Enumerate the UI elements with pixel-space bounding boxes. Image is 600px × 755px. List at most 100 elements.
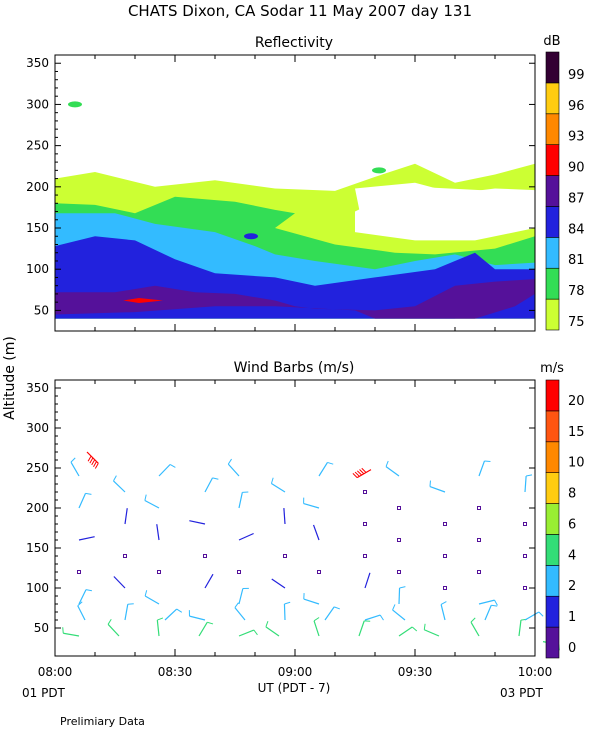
- colorbar-label: 75: [568, 315, 585, 330]
- barb-feather: [170, 464, 175, 467]
- barb-feather: [86, 590, 92, 591]
- barb-staff: [71, 462, 79, 476]
- wind-barb: [124, 555, 127, 558]
- wind-barb: [87, 452, 98, 469]
- barb-feather: [491, 605, 497, 606]
- barb-feather: [235, 603, 239, 608]
- wind-barb: [444, 587, 447, 590]
- barb-staff: [319, 462, 327, 476]
- barb-staff: [145, 500, 159, 508]
- colorbar-segment: [546, 596, 559, 627]
- colorbar-segment: [546, 442, 559, 473]
- barb-feather: [86, 493, 92, 494]
- wind-barb: [125, 604, 134, 620]
- barb-staff: [272, 579, 285, 588]
- barb-feather: [441, 602, 446, 605]
- wind-barb: [399, 587, 405, 604]
- barb-feather: [177, 609, 182, 612]
- wind-barb: [364, 555, 367, 558]
- barb-staff: [441, 604, 445, 620]
- barb-staff: [479, 600, 495, 604]
- wind-barb: [239, 492, 248, 508]
- contour-island: [244, 233, 258, 239]
- y-tick-label: 150: [26, 221, 49, 235]
- barb-staff: [189, 616, 205, 620]
- barb-feather: [71, 458, 75, 462]
- y-tick-label: 50: [34, 621, 49, 635]
- wind-barb: [204, 555, 207, 558]
- x-tick-label: 08:00: [38, 665, 73, 679]
- barb-feather: [284, 602, 290, 604]
- calm-marker: [398, 539, 401, 542]
- colorbar-segment: [546, 380, 559, 411]
- barb-feather: [484, 461, 490, 462]
- barb-feather: [63, 627, 64, 633]
- colorbar-label: 87: [568, 191, 585, 206]
- barb-staff: [145, 596, 159, 604]
- barb-feather: [526, 475, 532, 476]
- y-tick-label: 200: [26, 501, 49, 515]
- barb-feather: [314, 618, 319, 621]
- barb-staff: [108, 624, 119, 636]
- barb-staff: [228, 464, 239, 476]
- wind-barb: [158, 571, 161, 574]
- wind-barb: [145, 590, 159, 604]
- wind-frame: [55, 380, 535, 656]
- wind-barb: [479, 600, 497, 605]
- calm-marker: [78, 571, 81, 574]
- calm-marker: [364, 523, 367, 526]
- barb-staff: [479, 461, 484, 476]
- wind-barb: [199, 622, 213, 636]
- colorbar-label: 1: [568, 610, 576, 625]
- barb-feather: [95, 463, 98, 468]
- barb-staff: [235, 608, 245, 620]
- wind-barb: [189, 610, 205, 620]
- preliminary-note: Prelimiary Data: [60, 715, 145, 728]
- barb-feather: [539, 612, 543, 616]
- reflectivity-contours: [55, 101, 535, 318]
- barb-staff: [189, 521, 205, 524]
- barb-feather: [400, 587, 406, 588]
- barb-staff: [359, 621, 364, 636]
- wind-barb: [524, 555, 527, 558]
- wind-barb: [239, 630, 257, 636]
- barb-feather: [424, 624, 425, 630]
- colorbar-segment: [546, 206, 559, 237]
- barb-staff: [314, 621, 319, 636]
- wind-barb: [398, 571, 401, 574]
- x-axis-label: UT (PDT - 7): [258, 681, 331, 695]
- wind-barb: [284, 508, 285, 524]
- colorbar-segment: [546, 299, 559, 330]
- colorbar-segment: [546, 268, 559, 299]
- wind-barb: [159, 464, 175, 476]
- wind-barb: [235, 603, 245, 620]
- wind-barb: [485, 605, 497, 620]
- calm-marker: [524, 523, 527, 526]
- barb-feather: [380, 615, 383, 620]
- wind-barb: [304, 498, 319, 508]
- wind-barb: [314, 618, 319, 636]
- barb-feather: [228, 459, 231, 464]
- wind-barb: [239, 533, 254, 540]
- wind-barb: [157, 524, 159, 540]
- barb-feather: [386, 461, 388, 467]
- barb-staff: [239, 533, 254, 540]
- barb-staff: [157, 620, 159, 636]
- colorbar-segment: [546, 52, 559, 83]
- barb-staff: [471, 622, 479, 636]
- barb-staff: [205, 574, 213, 588]
- barb-feather: [430, 481, 431, 487]
- barb-staff: [78, 606, 85, 620]
- barb-staff: [393, 610, 405, 620]
- calm-marker: [158, 571, 161, 574]
- wind-barb: [364, 491, 367, 494]
- wind-barb: [398, 539, 401, 542]
- wind-barb: [519, 619, 527, 636]
- wind-barb: [63, 627, 79, 636]
- wind-barb: [79, 590, 92, 604]
- barb-staff: [485, 605, 491, 620]
